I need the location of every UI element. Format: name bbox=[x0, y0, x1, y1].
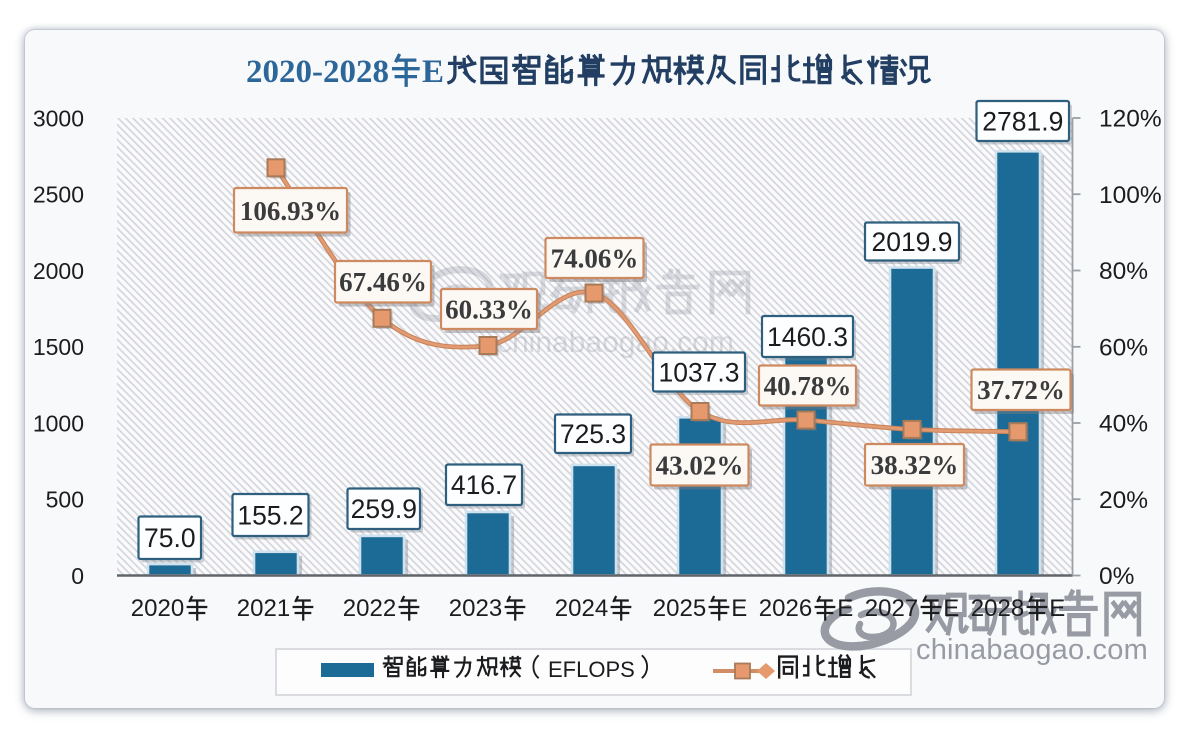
svg-text:2019.9: 2019.9 bbox=[871, 227, 952, 257]
svg-text:1037.3: 1037.3 bbox=[658, 357, 739, 387]
svg-text:74.06%: 74.06% bbox=[551, 244, 639, 274]
svg-text:43.02%: 43.02% bbox=[656, 451, 744, 481]
svg-text:2020: 2020 bbox=[131, 595, 184, 622]
svg-text:40.78%: 40.78% bbox=[764, 371, 852, 401]
svg-text:37.72%: 37.72% bbox=[977, 375, 1065, 405]
svg-text:E: E bbox=[943, 595, 959, 622]
svg-text:EFLOPS: EFLOPS bbox=[548, 657, 635, 682]
svg-text:2027: 2027 bbox=[865, 595, 918, 622]
svg-text:60%: 60% bbox=[1099, 334, 1148, 361]
svg-text:100%: 100% bbox=[1099, 182, 1162, 209]
svg-text:2025: 2025 bbox=[653, 595, 706, 622]
svg-text:75.0: 75.0 bbox=[144, 523, 196, 553]
svg-text:2020-2028: 2020-2028 bbox=[246, 54, 389, 90]
svg-text:0: 0 bbox=[71, 563, 84, 589]
svg-text:106.93%: 106.93% bbox=[240, 196, 341, 226]
svg-text:2781.9: 2781.9 bbox=[982, 106, 1063, 136]
svg-text:2500: 2500 bbox=[33, 182, 84, 208]
svg-text:38.32%: 38.32% bbox=[871, 450, 959, 480]
svg-text:0%: 0% bbox=[1099, 563, 1134, 590]
svg-text:2000: 2000 bbox=[33, 258, 84, 284]
svg-text:E: E bbox=[422, 54, 444, 90]
svg-text:416.7: 416.7 bbox=[451, 470, 517, 500]
svg-text:20%: 20% bbox=[1099, 487, 1148, 514]
svg-text:E: E bbox=[731, 595, 747, 622]
svg-text:2023: 2023 bbox=[449, 595, 502, 622]
svg-text:chinabaogao.com: chinabaogao.com bbox=[916, 634, 1148, 666]
svg-text:2021: 2021 bbox=[237, 595, 290, 622]
svg-text:80%: 80% bbox=[1099, 258, 1148, 285]
svg-text:E: E bbox=[837, 595, 853, 622]
svg-text:3000: 3000 bbox=[33, 105, 84, 131]
svg-text:1460.3: 1460.3 bbox=[767, 322, 848, 352]
svg-text:40%: 40% bbox=[1099, 411, 1148, 438]
svg-text:725.3: 725.3 bbox=[560, 419, 626, 449]
svg-text:1500: 1500 bbox=[33, 334, 84, 360]
svg-text:67.46%: 67.46% bbox=[339, 267, 427, 297]
svg-text:E: E bbox=[1049, 595, 1065, 622]
svg-text:60.33%: 60.33% bbox=[445, 295, 533, 325]
svg-text:2028: 2028 bbox=[971, 595, 1024, 622]
svg-text:2022: 2022 bbox=[343, 595, 396, 622]
svg-text:120%: 120% bbox=[1099, 106, 1162, 133]
svg-text:1000: 1000 bbox=[33, 410, 84, 436]
svg-text:2026: 2026 bbox=[759, 595, 812, 622]
svg-text:259.9: 259.9 bbox=[351, 494, 417, 524]
svg-text:155.2: 155.2 bbox=[237, 500, 303, 530]
svg-text:500: 500 bbox=[46, 487, 84, 513]
svg-text:2024: 2024 bbox=[555, 595, 608, 622]
